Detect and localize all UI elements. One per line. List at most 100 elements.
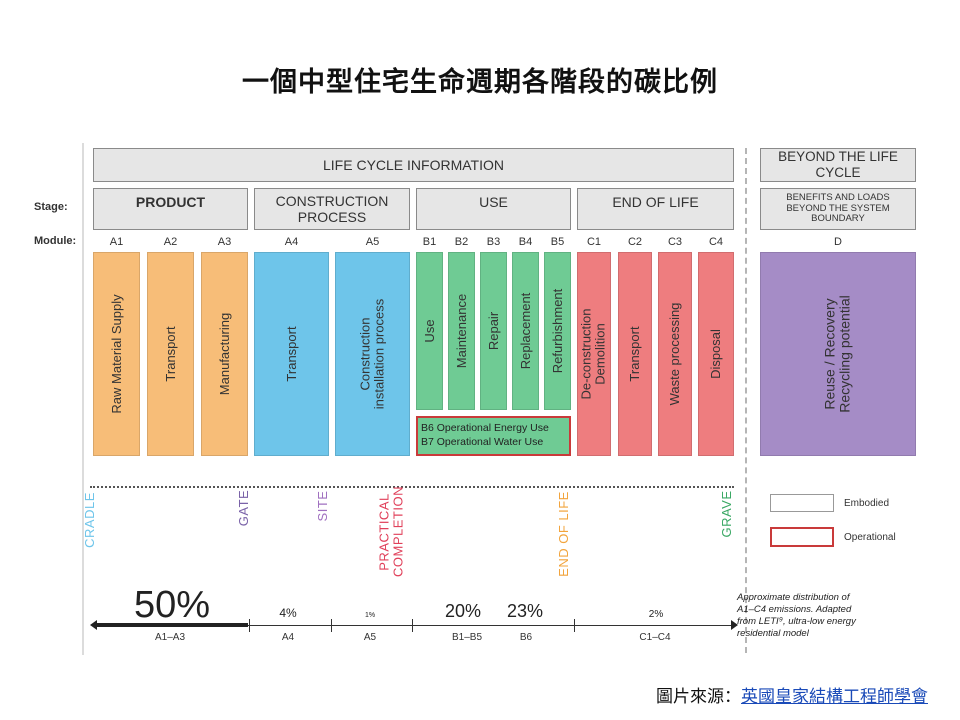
legend-operational-swatch	[770, 527, 834, 547]
module-code-B1: B1	[422, 236, 437, 248]
milestone-cradle: CRADLE	[81, 492, 97, 548]
module-code-C4: C4	[708, 236, 724, 248]
note-line-4: residential model	[737, 627, 809, 639]
beyond-life-cycle-header: BEYOND THE LIFE CYCLE	[760, 148, 916, 182]
module-code-D: D	[834, 236, 842, 248]
legend-embodied-swatch	[770, 494, 834, 512]
percent-A5: 1%	[364, 612, 376, 619]
percent-A4: 4%	[279, 606, 297, 620]
module-bar-B4: Replacement	[512, 252, 539, 410]
range-B6: B6	[519, 632, 533, 643]
source-prefix: 圖片來源：	[656, 687, 741, 707]
module-bar-C3: Waste processing	[658, 252, 692, 456]
life-cycle-info-header: LIFE CYCLE INFORMATION	[93, 148, 734, 182]
module-code-A2: A2	[163, 236, 178, 248]
range-C1-C4: C1–C4	[639, 632, 671, 643]
segment-tick-2	[331, 619, 332, 632]
module-code-C3: C3	[667, 236, 683, 248]
module-label-C3: Waste processing	[666, 302, 682, 406]
milestone-gate: GATE	[235, 489, 251, 527]
module-label-A4: Transport	[283, 326, 299, 382]
module-code-C1: C1	[586, 236, 602, 248]
module-bar-C4: Disposal	[698, 252, 734, 456]
module-label-B4: Replacement	[517, 292, 533, 370]
segment-tick-1	[249, 619, 250, 632]
note-line-3: from LETI⁹, ultra-low energy	[737, 615, 856, 627]
module-bar-B2: Maintenance	[448, 252, 475, 410]
module-bar-A3: Manufacturing	[201, 252, 248, 456]
module-code-B4: B4	[518, 236, 533, 248]
module-label-C2: Transport	[626, 326, 642, 382]
module-code-A4: A4	[284, 236, 299, 248]
module-code-A5: A5	[365, 236, 380, 248]
module-code-B5: B5	[550, 236, 565, 248]
stage-row-label: Stage:	[34, 201, 68, 213]
percent-B1-B5: 20%	[444, 601, 482, 621]
module-code-B2: B2	[454, 236, 469, 248]
source-link[interactable]: 英國皇家結構工程師學會	[741, 687, 928, 707]
module-code-A1: A1	[109, 236, 124, 248]
module-label-C1: De-construction Demolition	[578, 308, 608, 400]
range-A1-A3: A1–A3	[154, 632, 186, 643]
operational-energy-label: B6 Operational Energy Use	[421, 422, 549, 434]
operational-use-box: B6 Operational Energy Use B7 Operational…	[416, 416, 571, 456]
segment-tick-4	[574, 619, 575, 632]
arrow-left-icon	[90, 620, 97, 630]
image-source: 圖片來源：英國皇家結構工程師學會	[656, 682, 928, 707]
module-bar-C2: Transport	[618, 252, 652, 456]
module-row-label: Module:	[34, 235, 77, 247]
module-label-B2: Maintenance	[453, 293, 469, 369]
distribution-note: Approximate distribution of A1–C4 emissi…	[737, 592, 897, 640]
module-label-A1: Raw Material Supply	[108, 294, 124, 414]
module-bar-D: Reuse / Recovery Recycling potential	[760, 252, 916, 456]
module-code-B3: B3	[486, 236, 501, 248]
note-line-2: A1–C4 emissions. Adapted	[737, 603, 852, 615]
module-bar-A1: Raw Material Supply	[93, 252, 140, 456]
module-label-B1: Use	[421, 319, 437, 343]
milestone-end-of-life: END OF LIFE	[555, 491, 571, 577]
segment-tick-3	[412, 619, 413, 632]
range-A4: A4	[281, 632, 295, 643]
module-label-B3: Repair	[485, 311, 501, 351]
module-bar-B3: Repair	[480, 252, 507, 410]
panel-left-border	[82, 143, 84, 655]
module-label-D: Reuse / Recovery Recycling potential	[821, 295, 853, 413]
module-bar-B1: Use	[416, 252, 443, 410]
distribution-axis	[93, 625, 734, 626]
milestone-practical-completion: PRACTICAL COMPLETION	[376, 486, 406, 577]
legend-embodied-label: Embodied	[844, 498, 890, 509]
module-code-C2: C2	[627, 236, 643, 248]
milestone-grave: GRAVE	[718, 490, 734, 538]
arrow-right-icon	[731, 620, 738, 630]
percent-C1-C4: 2%	[648, 609, 664, 620]
module-label-C4: Disposal	[707, 329, 723, 379]
module-label-B5: Refurbishment	[549, 288, 565, 374]
operational-water-label: B7 Operational Water Use	[421, 435, 544, 448]
module-label-A2: Transport	[162, 326, 178, 382]
module-bar-C1: De-construction Demolition	[577, 252, 611, 456]
stage-use: USE	[416, 188, 571, 230]
milestone-site: SITE	[314, 490, 330, 522]
module-label-A3: Manufacturing	[216, 312, 232, 396]
page-title: 一個中型住宅生命週期各階段的碳比例	[242, 67, 718, 98]
boundary-separator	[745, 148, 747, 653]
module-bar-B5: Refurbishment	[544, 252, 571, 410]
stage-construction: CONSTRUCTION PROCESS	[254, 188, 410, 230]
stage-product: PRODUCT	[93, 188, 248, 230]
module-label-A5: Construction installation process	[357, 298, 387, 410]
percent-A1-A3: 50%	[133, 584, 211, 626]
stage-benefits: BENEFITS AND LOADS BEYOND THE SYSTEM BOU…	[760, 188, 916, 230]
range-A5: A5	[363, 632, 377, 643]
module-bar-A5: Construction installation process	[335, 252, 410, 456]
range-B1-B5: B1–B5	[451, 632, 483, 643]
module-bar-A2: Transport	[147, 252, 194, 456]
legend-operational-label: Operational	[844, 532, 896, 543]
timeline-line	[90, 486, 734, 488]
module-bar-A4: Transport	[254, 252, 329, 456]
module-code-A3: A3	[217, 236, 232, 248]
segment-A1-A3	[93, 623, 248, 627]
stage-end-of-life: END OF LIFE	[577, 188, 734, 230]
note-line-1: Approximate distribution of	[737, 592, 850, 603]
percent-B6: 23%	[506, 601, 544, 621]
